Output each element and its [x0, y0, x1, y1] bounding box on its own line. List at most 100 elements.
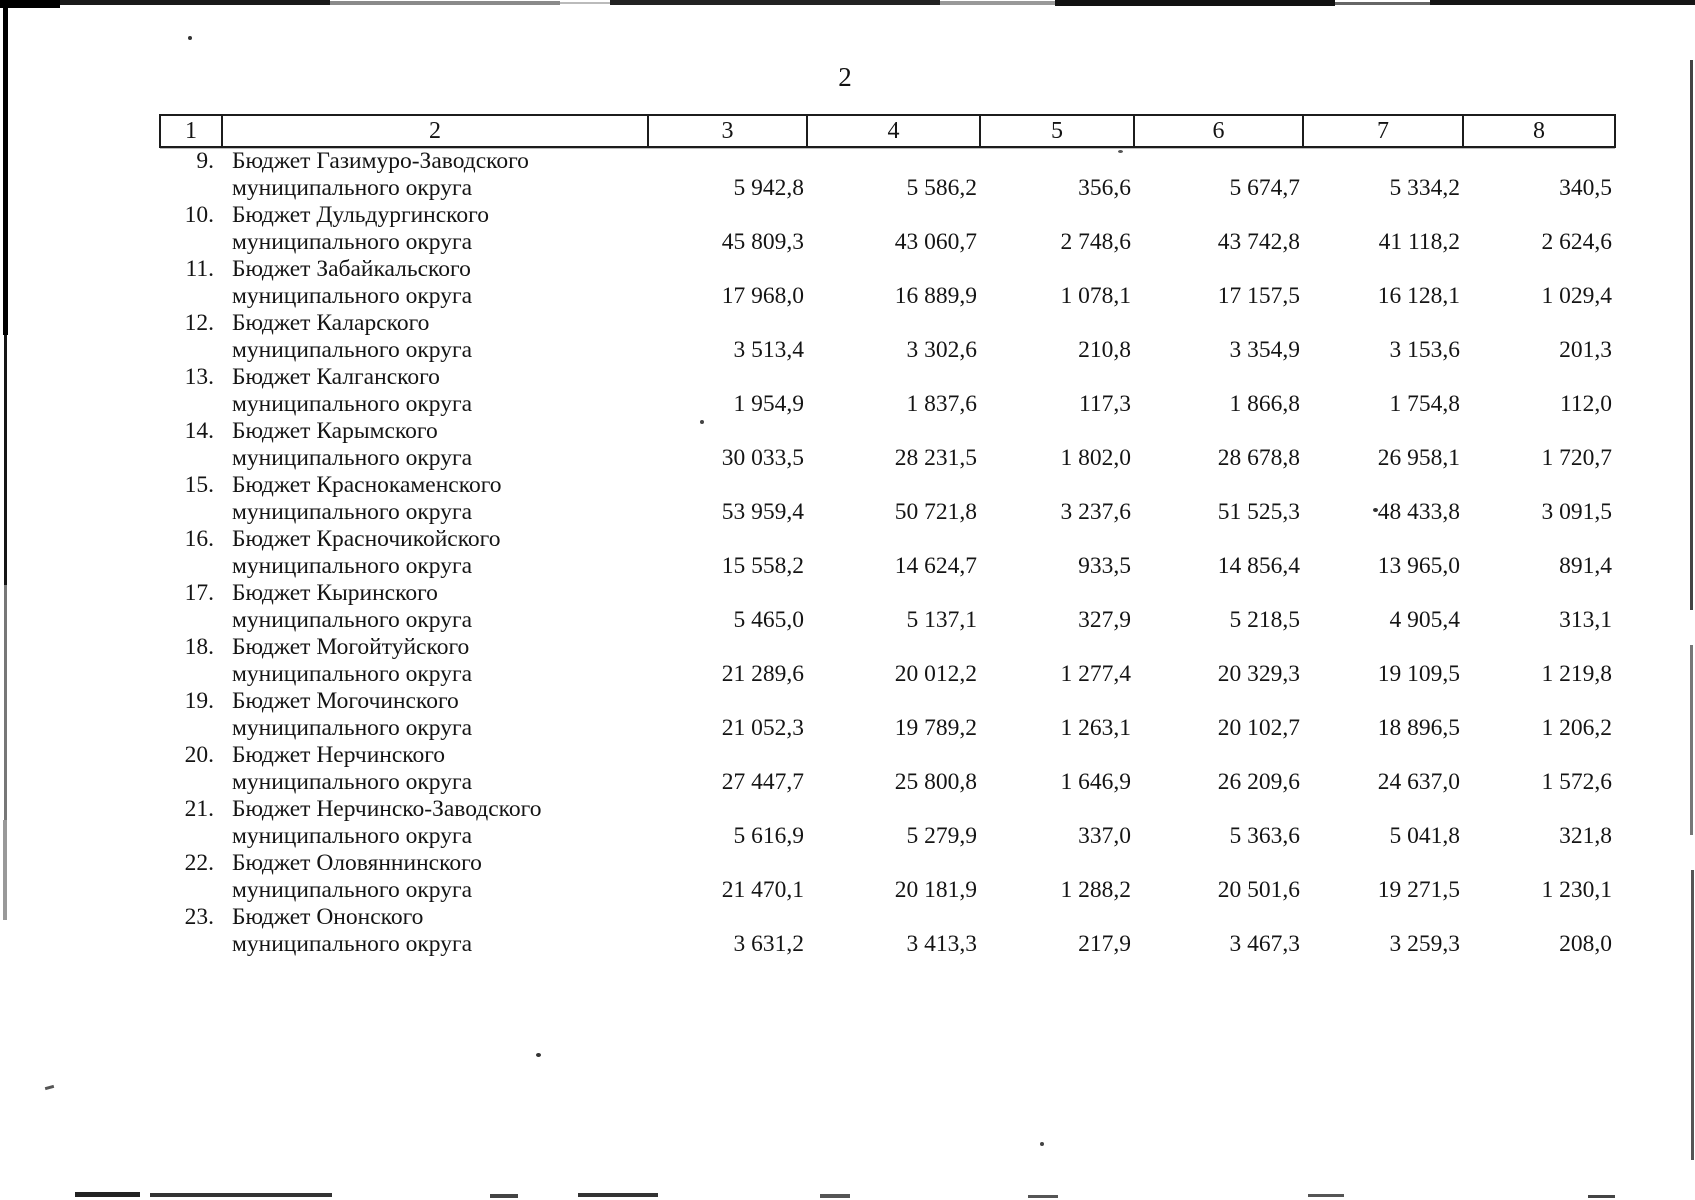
budget-name-line2: муниципального округа: [232, 337, 473, 363]
page-number: 2: [838, 62, 852, 92]
value-cell-col3: 1 954,9: [733, 391, 805, 417]
budget-name: Бюджет Ононского муниципального округа: [222, 904, 648, 958]
value-cell-col5: 1 802,0: [1060, 445, 1132, 471]
value-cell-col6: 26 209,6: [1217, 769, 1300, 795]
value-cell-col3: 5 942,8: [733, 175, 805, 201]
value-cell-col3: 3 631,2: [733, 931, 805, 957]
value-cell-col3: 21 289,6: [721, 661, 804, 687]
value-cell-col6: 1 866,8: [1229, 391, 1301, 417]
row-number: 11.: [185, 256, 214, 282]
value-cell-col7: 13 965,0: [1377, 553, 1460, 579]
table-row: 22. Бюджет Оловяннинского муниципального о…: [160, 850, 1615, 904]
value-cell-col7: 3 259,3: [1389, 931, 1461, 957]
scan-edge-top: [1430, 0, 1695, 5]
value-cell-col6: 5 363,6: [1229, 823, 1301, 849]
budget-name: Бюджет Могойтуйского муниципального округ…: [222, 634, 648, 688]
value-cell-col6: 3 354,9: [1229, 337, 1301, 363]
value-cell-col4: 5 279,9: [906, 823, 978, 849]
budget-name-line2: муниципального округа: [232, 769, 473, 795]
value-cell-col8: 201,3: [1559, 337, 1612, 363]
value-cell-col8: 1 572,6: [1541, 769, 1613, 795]
value-cell-col8: 1 720,7: [1541, 445, 1613, 471]
budget-name-line1: Бюджет Кыринского: [232, 580, 438, 606]
value-cell-col7: 48 433,8: [1377, 499, 1460, 525]
table-row: 18. Бюджет Могойтуйского муниципального ок…: [160, 634, 1615, 688]
value-cell-col4: 5 137,1: [906, 607, 978, 633]
value-cell-col3: 30 033,5: [721, 445, 804, 471]
value-cell-col6: 14 856,4: [1217, 553, 1300, 579]
value-cell-col7: 3 153,6: [1389, 337, 1461, 363]
table-row: 23. Бюджет Ононского муниципального округа…: [160, 904, 1615, 958]
value-cell-col5: 2 748,6: [1060, 229, 1132, 255]
value-cell-col8: 1 230,1: [1541, 877, 1613, 903]
value-cell-col4: 16 889,9: [894, 283, 977, 309]
value-cell-col5: 217,9: [1078, 931, 1131, 957]
row-number: 9.: [196, 148, 214, 174]
value-cell-col8: 313,1: [1559, 607, 1612, 633]
scan-speckle: [536, 1053, 541, 1057]
value-cell-col3: 3 513,4: [733, 337, 805, 363]
row-number: 21.: [184, 796, 214, 822]
value-cell-col3: 5 465,0: [733, 607, 805, 633]
scan-edge-bottom: [75, 1192, 140, 1197]
value-cell-col5: 1 277,4: [1060, 661, 1132, 687]
value-cell-col6: 17 157,5: [1217, 283, 1300, 309]
value-cell-col3: 27 447,7: [721, 769, 804, 795]
value-cell-col4: 14 624,7: [894, 553, 977, 579]
column-header-4: 4: [806, 114, 981, 148]
value-cell-col8: 1 029,4: [1541, 283, 1613, 309]
column-header-2: 2: [221, 114, 649, 148]
value-cell-col6: 20 102,7: [1217, 715, 1300, 741]
scan-speckle: [188, 36, 192, 40]
value-cell-col3: 17 968,0: [721, 283, 804, 309]
value-cell-col3: 45 809,3: [721, 229, 804, 255]
budget-name-line2: муниципального округа: [232, 553, 473, 579]
row-number: 16.: [184, 526, 214, 552]
column-header-5: 5: [979, 114, 1135, 148]
row-number: 14.: [184, 418, 214, 444]
budget-table: 1 2 3 4 5 6 7 8 9. Бюджет Газимуро-Заводс…: [159, 114, 1616, 958]
scan-edge-bottom: [820, 1194, 850, 1198]
row-number: 12.: [184, 310, 214, 336]
table-row: 17. Бюджет Кыринского муниципального округ…: [160, 580, 1615, 634]
scan-edge-top: [610, 0, 940, 5]
scan-edge-left: [3, 820, 7, 920]
value-cell-col4: 20 181,9: [894, 877, 977, 903]
scan-edge-left: [4, 335, 7, 585]
value-cell-col5: 356,6: [1078, 175, 1131, 201]
budget-name: Бюджет Забайкальского муниципального окру…: [222, 256, 648, 310]
budget-name-line2: муниципального округа: [232, 607, 473, 633]
budget-name-line1: Бюджет Могойтуйского: [232, 634, 470, 660]
value-cell-col5: 1 263,1: [1060, 715, 1132, 741]
column-header-3: 3: [647, 114, 808, 148]
scan-edge-bottom: [490, 1194, 518, 1198]
budget-name: Бюджет Газимуро-Заводского муниципального…: [222, 147, 648, 202]
budget-name-line1: Бюджет Карымского: [232, 418, 438, 444]
scan-edge-bottom: [1028, 1195, 1058, 1198]
value-cell-col5: 1 288,2: [1060, 877, 1132, 903]
budget-name-line2: муниципального округа: [232, 229, 473, 255]
row-number: 17.: [184, 580, 214, 606]
budget-name-line1: Бюджет Нерчинского: [232, 742, 446, 768]
budget-name-line2: муниципального округа: [232, 499, 473, 525]
budget-name-line2: муниципального округа: [232, 715, 473, 741]
budget-name-line1: Бюджет Дульдургинского: [232, 202, 489, 228]
scan-speckle: [44, 1084, 55, 1091]
value-cell-col8: 321,8: [1559, 823, 1612, 849]
value-cell-col6: 43 742,8: [1217, 229, 1300, 255]
budget-name-line2: муниципального округа: [232, 391, 473, 417]
value-cell-col6: 5 218,5: [1229, 607, 1301, 633]
value-cell-col5: 933,5: [1078, 553, 1131, 579]
row-number: 20.: [184, 742, 214, 768]
budget-name: Бюджет Каларского муниципального округа: [222, 310, 648, 364]
scan-edge-bottom: [578, 1193, 658, 1197]
scan-edge-top: [1055, 0, 1335, 6]
budget-name-line1: Бюджет Ононского: [232, 904, 424, 930]
value-cell-col5: 117,3: [1078, 391, 1131, 417]
value-cell-col7: 16 128,1: [1377, 283, 1460, 309]
value-cell-col4: 25 800,8: [894, 769, 977, 795]
row-number: 13.: [184, 364, 214, 390]
budget-name: Бюджет Нерчинского муниципального округа: [222, 742, 648, 796]
table-row: 20. Бюджет Нерчинского муниципального окру…: [160, 742, 1615, 796]
value-cell-col3: 5 616,9: [733, 823, 805, 849]
